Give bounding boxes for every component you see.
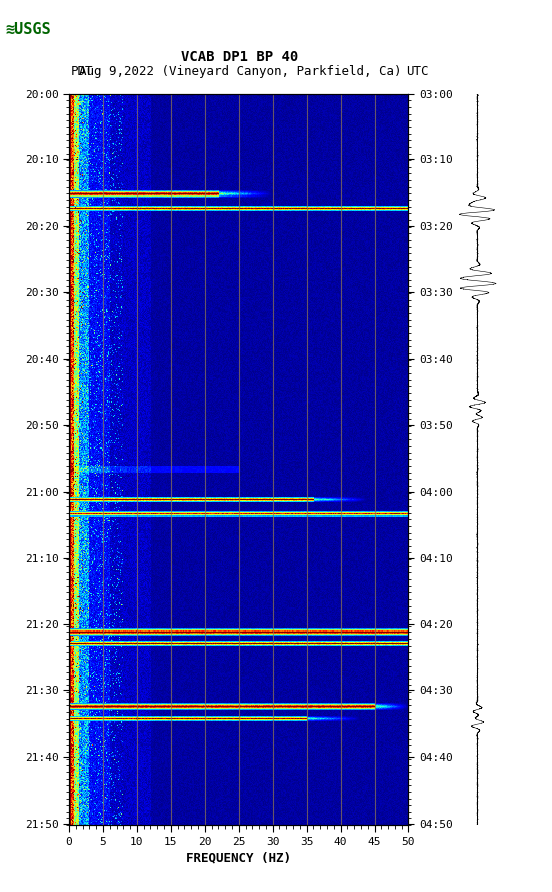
Text: Aug 9,2022 (Vineyard Canyon, Parkfield, Ca): Aug 9,2022 (Vineyard Canyon, Parkfield, … [79, 65, 401, 78]
Text: PDT: PDT [71, 65, 93, 78]
Text: UTC: UTC [406, 65, 428, 78]
Text: ≋USGS: ≋USGS [6, 22, 51, 37]
X-axis label: FREQUENCY (HZ): FREQUENCY (HZ) [186, 851, 291, 864]
Text: VCAB DP1 BP 40: VCAB DP1 BP 40 [182, 50, 299, 64]
